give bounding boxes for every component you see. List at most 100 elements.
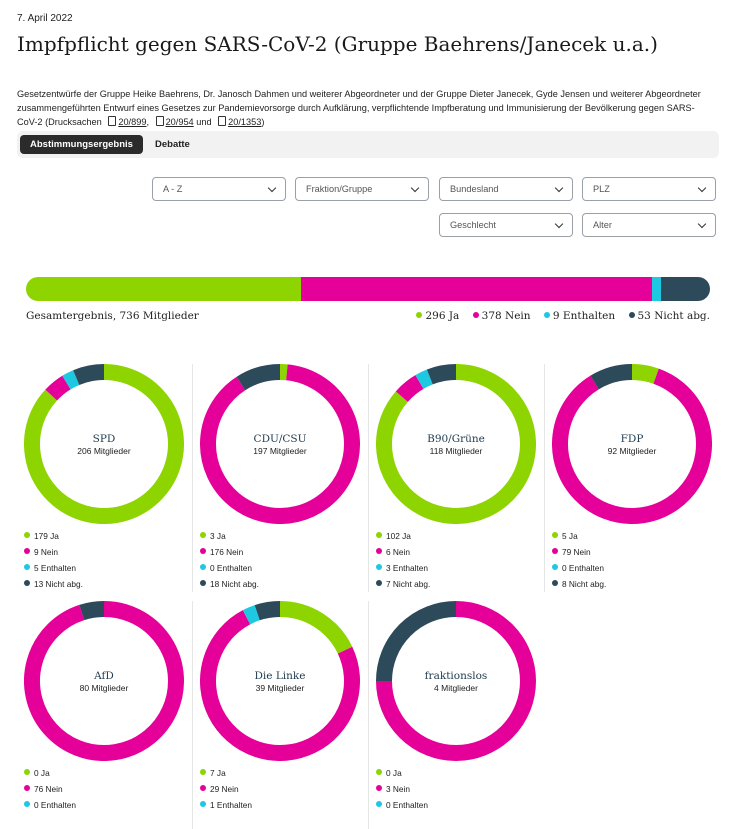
faction-members: 197 Mitglieder [200, 446, 360, 456]
chevron-down-icon [555, 184, 563, 192]
legend-item-ja: 179 Ja [24, 528, 83, 544]
tab-bar: Abstimmungsergebnis Debatte [17, 131, 719, 158]
faction-name: SPD [24, 433, 184, 445]
legend-item-nein: 29 Nein [200, 781, 252, 797]
total-bar-segment-nein [301, 277, 652, 301]
age-select[interactable]: Alter [582, 213, 716, 237]
legend-item-ja: 0 Ja [24, 765, 76, 781]
legend-item-label: 102 Ja [386, 531, 411, 541]
separator-2: und [196, 117, 211, 127]
ja-dot-icon [24, 532, 30, 538]
tab-abstimmungsergebnis[interactable]: Abstimmungsergebnis [20, 135, 143, 154]
faction-select-value: Fraktion/Gruppe [306, 184, 372, 194]
donut-slice-enthalten [247, 613, 258, 618]
faction-name: FDP [552, 433, 712, 445]
chevron-down-icon [698, 184, 706, 192]
legend-item-label: 0 Enthalten [386, 800, 428, 810]
legend-item-label: 0 Enthalten [562, 563, 604, 573]
page-title: Impfpflicht gegen SARS-CoV-2 (Gruppe Bae… [17, 32, 658, 56]
legend-item-nein: 176 Nein [200, 544, 259, 560]
faction-members: 80 Mitglieder [24, 683, 184, 693]
legend-item-label: 0 Ja [386, 768, 402, 778]
legend-item-enthalten: 0 Enthalten [24, 797, 76, 813]
sort-select-value: A - Z [163, 184, 182, 194]
chevron-down-icon [268, 184, 276, 192]
legend-item-nein: 79 Nein [552, 544, 606, 560]
legend-item-label: 13 Nicht abg. [34, 579, 83, 589]
doc-link-3[interactable]: 20/1353 [228, 117, 261, 127]
legend-item-label: 9 Nein [34, 547, 58, 557]
legend-item-label: 3 Ja [210, 531, 226, 541]
legend-item-ja: 0 Ja [376, 765, 428, 781]
legend-item-nein: 76 Nein [24, 781, 76, 797]
gender-select[interactable]: Geschlecht [439, 213, 573, 237]
ja-dot-icon [376, 532, 382, 538]
nicht-dot-icon [200, 580, 206, 586]
age-select-value: Alter [593, 220, 612, 230]
legend-nein-label: 378 Nein [482, 310, 531, 322]
faction-members: 39 Mitglieder [200, 683, 360, 693]
legend-item-label: 0 Enthalten [210, 563, 252, 573]
ja-dot-icon [416, 312, 422, 318]
legend-item-enthalten: 0 Enthalten [200, 560, 259, 576]
legend-item-ja: 3 Ja [200, 528, 259, 544]
vote-description: Gesetzentwürfe der Gruppe Heike Baehrens… [17, 87, 707, 129]
legend-enthalten-label: 9 Enthalten [553, 310, 615, 322]
legend-item-nicht: 7 Nicht abg. [376, 576, 430, 592]
donut-slice-nicht [430, 372, 456, 377]
enthalten-dot-icon [24, 564, 30, 570]
donut-slice-ja [632, 372, 656, 376]
legend-item-nein: 3 Nein [376, 781, 428, 797]
tab-debatte[interactable]: Debatte [145, 135, 200, 154]
state-select[interactable]: Bundesland [439, 177, 573, 201]
zip-select[interactable]: PLZ [582, 177, 716, 201]
sort-select[interactable]: A - Z [152, 177, 286, 201]
legend-nicht-label: 53 Nicht abg. [638, 310, 711, 322]
doc-link-2[interactable]: 20/954 [166, 117, 194, 127]
doc-link-1[interactable]: 20/899 [118, 117, 146, 127]
nein-dot-icon [376, 785, 382, 791]
nein-dot-icon [200, 548, 206, 554]
legend-item-label: 5 Enthalten [34, 563, 76, 573]
enthalten-dot-icon [552, 564, 558, 570]
legend-item-label: 3 Enthalten [386, 563, 428, 573]
legend-item-nein: 9 Nein [24, 544, 83, 560]
legend-item-label: 176 Nein [210, 547, 243, 557]
total-result-label: Gesamtergebnis, 736 Mitglieder [26, 310, 199, 322]
faction-name: fraktionslos [376, 670, 536, 682]
faction-members: 118 Mitglieder [376, 446, 536, 456]
vote-date: 7. April 2022 [17, 13, 73, 24]
legend-item-nein: 6 Nein [376, 544, 430, 560]
legend-item-ja: 5 Ja [552, 528, 606, 544]
nicht-dot-icon [24, 580, 30, 586]
donut-slice-nicht [257, 609, 280, 613]
enthalten-dot-icon [376, 801, 382, 807]
nein-dot-icon [376, 548, 382, 554]
chevron-down-icon [411, 184, 419, 192]
faction-members: 206 Mitglieder [24, 446, 184, 456]
zip-select-value: PLZ [593, 184, 610, 194]
donut-slice-ja [280, 609, 345, 650]
legend-item-label: 7 Nicht abg. [386, 579, 430, 589]
legend-item-ja: 7 Ja [200, 765, 252, 781]
donut-slice-nicht [595, 372, 632, 382]
legend-item-label: 29 Nein [210, 784, 239, 794]
ja-dot-icon [376, 769, 382, 775]
faction-name: Die Linke [200, 670, 360, 682]
legend-item-label: 7 Ja [210, 768, 226, 778]
ja-dot-icon [552, 532, 558, 538]
legend-ja: 296 Ja [416, 310, 459, 322]
faction-select[interactable]: Fraktion/Gruppe [295, 177, 429, 201]
legend-item-label: 79 Nein [562, 547, 591, 557]
legend-enthalten: 9 Enthalten [544, 310, 615, 322]
enthalten-dot-icon [200, 564, 206, 570]
donut-slice-enthalten [66, 378, 76, 383]
enthalten-dot-icon [200, 801, 206, 807]
legend-item-label: 5 Ja [562, 531, 578, 541]
